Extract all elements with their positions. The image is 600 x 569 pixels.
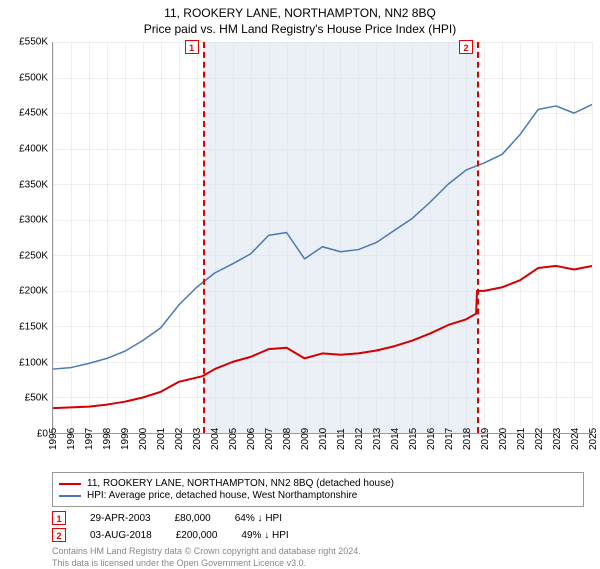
x-tick-label: 2019 bbox=[480, 428, 491, 450]
x-tick-label: 2018 bbox=[462, 428, 473, 450]
event-price: £200,000 bbox=[176, 530, 218, 541]
event-delta: 64% ↓ HPI bbox=[235, 513, 282, 524]
y-tick-label: £300K bbox=[19, 215, 48, 226]
x-tick-label: 1996 bbox=[66, 428, 77, 450]
x-tick-label: 2006 bbox=[246, 428, 257, 450]
x-tick-label: 2012 bbox=[354, 428, 365, 450]
y-tick-label: £250K bbox=[19, 250, 48, 261]
y-tick-label: £400K bbox=[19, 143, 48, 154]
x-tick-label: 2015 bbox=[408, 428, 419, 450]
event-date: 29-APR-2003 bbox=[90, 513, 151, 524]
x-tick-label: 2005 bbox=[228, 428, 239, 450]
y-tick-label: £200K bbox=[19, 286, 48, 297]
x-tick-label: 2010 bbox=[318, 428, 329, 450]
event-delta: 49% ↓ HPI bbox=[241, 530, 288, 541]
x-tick-label: 2001 bbox=[156, 428, 167, 450]
x-tick-label: 2007 bbox=[264, 428, 275, 450]
x-tick-label: 2020 bbox=[498, 428, 509, 450]
event-price: £80,000 bbox=[175, 513, 211, 524]
events-table: 1 29-APR-2003 £80,000 64% ↓ HPI 2 03-AUG… bbox=[52, 511, 584, 542]
series-hpi bbox=[53, 105, 592, 370]
x-tick-label: 1999 bbox=[120, 428, 131, 450]
x-axis: 1995199619971998199920002001200220032004… bbox=[52, 434, 592, 464]
event-line bbox=[203, 42, 205, 433]
legend-swatch-hpi bbox=[59, 495, 81, 497]
x-tick-label: 2017 bbox=[444, 428, 455, 450]
legend-row: HPI: Average price, detached house, West… bbox=[59, 490, 577, 501]
y-tick-label: £100K bbox=[19, 357, 48, 368]
plot-area: 12 bbox=[52, 42, 592, 434]
y-tick-label: £150K bbox=[19, 322, 48, 333]
x-tick-label: 2023 bbox=[552, 428, 563, 450]
line-series-layer bbox=[53, 42, 592, 433]
x-tick-label: 2024 bbox=[570, 428, 581, 450]
event-marker: 2 bbox=[459, 40, 473, 54]
y-tick-label: £50K bbox=[25, 393, 48, 404]
chart-title-address: 11, ROOKERY LANE, NORTHAMPTON, NN2 8BQ bbox=[8, 6, 592, 20]
x-tick-label: 2022 bbox=[534, 428, 545, 450]
y-tick-label: £550K bbox=[19, 37, 48, 48]
x-tick-label: 2014 bbox=[390, 428, 401, 450]
x-tick-label: 2021 bbox=[516, 428, 527, 450]
chart-container: 11, ROOKERY LANE, NORTHAMPTON, NN2 8BQ P… bbox=[0, 0, 600, 560]
y-tick-label: £0 bbox=[37, 429, 48, 440]
event-date: 03-AUG-2018 bbox=[90, 530, 152, 541]
y-tick-label: £500K bbox=[19, 72, 48, 83]
x-tick-label: 2013 bbox=[372, 428, 383, 450]
chart-area: £0£50K£100K£150K£200K£250K£300K£350K£400… bbox=[8, 42, 592, 434]
x-tick-label: 2011 bbox=[336, 428, 347, 450]
x-tick-label: 1998 bbox=[102, 428, 113, 450]
event-marker: 1 bbox=[185, 40, 199, 54]
footnote-line: This data is licensed under the Open Gov… bbox=[52, 558, 584, 569]
event-row: 2 03-AUG-2018 £200,000 49% ↓ HPI bbox=[52, 528, 584, 542]
event-marker-box: 2 bbox=[52, 528, 66, 542]
event-line bbox=[477, 42, 479, 433]
footnote: Contains HM Land Registry data © Crown c… bbox=[52, 546, 584, 569]
x-tick-label: 2003 bbox=[192, 428, 203, 450]
event-row: 1 29-APR-2003 £80,000 64% ↓ HPI bbox=[52, 511, 584, 525]
event-marker-box: 1 bbox=[52, 511, 66, 525]
x-tick-label: 2000 bbox=[138, 428, 149, 450]
chart-title-sub: Price paid vs. HM Land Registry's House … bbox=[8, 22, 592, 36]
x-tick-label: 2004 bbox=[210, 428, 221, 450]
y-tick-label: £350K bbox=[19, 179, 48, 190]
x-tick-label: 2008 bbox=[282, 428, 293, 450]
x-tick-label: 2002 bbox=[174, 428, 185, 450]
y-tick-label: £450K bbox=[19, 108, 48, 119]
legend-row: 11, ROOKERY LANE, NORTHAMPTON, NN2 8BQ (… bbox=[59, 478, 577, 489]
legend-swatch-property bbox=[59, 483, 81, 485]
footnote-line: Contains HM Land Registry data © Crown c… bbox=[52, 546, 584, 558]
x-tick-label: 2009 bbox=[300, 428, 311, 450]
x-tick-label: 1995 bbox=[48, 428, 59, 450]
x-tick-label: 1997 bbox=[84, 428, 95, 450]
legend-label: HPI: Average price, detached house, West… bbox=[87, 490, 357, 501]
legend: 11, ROOKERY LANE, NORTHAMPTON, NN2 8BQ (… bbox=[52, 472, 584, 507]
series-property bbox=[53, 266, 592, 408]
gridline-vertical bbox=[592, 42, 593, 433]
legend-label: 11, ROOKERY LANE, NORTHAMPTON, NN2 8BQ (… bbox=[87, 478, 394, 489]
x-tick-label: 2016 bbox=[426, 428, 437, 450]
y-axis: £0£50K£100K£150K£200K£250K£300K£350K£400… bbox=[8, 42, 52, 434]
x-tick-label: 2025 bbox=[588, 428, 599, 450]
